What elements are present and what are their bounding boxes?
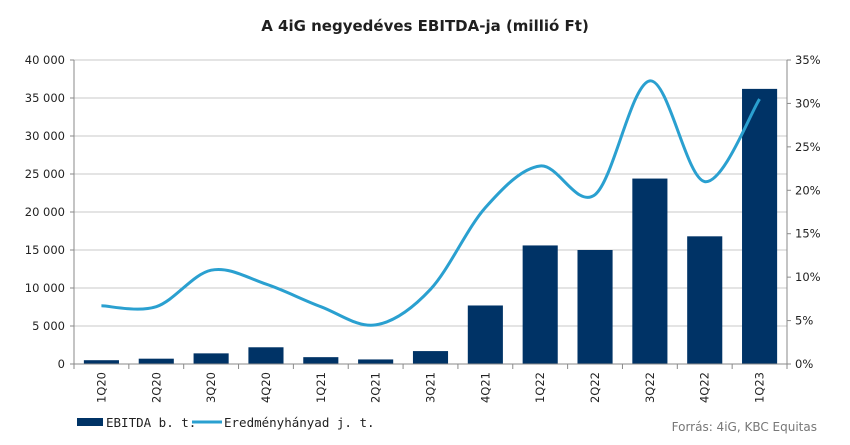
x-tick-label: 2Q22 [588,372,602,403]
x-tick-labels: 1Q20 2Q20 3Q20 4Q20 1Q21 2Q21 3Q21 4Q21 1Q22 2Q22… [94,372,766,403]
y-left-tick-label: 0 [58,357,65,371]
bar [467,305,503,364]
x-tick-label: 1Q23 [753,372,767,403]
y-left-tick-label: 15 000 [25,243,65,257]
legend: EBITDA b. t. Eredményhányad j. t. [77,415,375,430]
y-right-tick-label: 15% [795,227,821,241]
y-right-tick-label: 25% [795,140,821,154]
line-path [101,79,761,327]
bar [412,351,449,364]
bar [687,236,723,364]
legend-label-ebitda: EBITDA b. t. [106,415,196,430]
x-tick-label: 2Q21 [369,372,383,403]
y-left-tick-label: 25 000 [25,167,65,181]
x-tick-label: 4Q20 [259,372,273,403]
x-tick-label: 4Q21 [478,372,492,403]
x-tick-label: 2Q20 [149,372,163,403]
x-tick-label: 3Q20 [204,372,218,403]
x-tick-label: 3Q22 [643,372,657,403]
bar [522,245,558,364]
y-left-tick-labels: 0 5 000 10 000 15 000 20 000 25 000 30 000 35 0… [25,53,65,371]
y-left-tick-label: 30 000 [25,129,65,143]
y-right-tick-label: 35% [795,53,821,67]
y-right-tick-label: 5% [795,314,813,328]
bar [193,353,229,364]
y-left-tick-label: 5 000 [32,319,65,333]
gridlines [74,59,787,327]
bar [358,359,394,364]
legend-bar-swatch [77,418,103,426]
y-right-tick-label: 10% [795,270,821,284]
y-left-tick-label: 10 000 [25,281,65,295]
bar [83,360,119,364]
bar [303,357,339,364]
axes [70,59,791,369]
x-tick-label: 1Q21 [314,372,328,403]
y-right-tick-label: 20% [795,183,821,197]
x-tick-label: 1Q22 [533,372,547,403]
y-left-tick-label: 20 000 [25,205,65,219]
legend-label-margin: Eredményhányad j. t. [224,415,375,430]
chart-title: A 4iG negyedéves EBITDA-ja (millió Ft) [261,17,589,35]
bar [632,178,668,364]
bar [138,358,174,364]
bar [742,88,778,364]
y-left-tick-label: 35 000 [25,91,65,105]
bar [248,347,284,364]
x-tick-label: 4Q22 [698,372,712,403]
x-tick-label: 3Q21 [424,372,438,403]
x-tick-label: 1Q20 [94,372,108,403]
y-right-tick-label: 30% [795,96,821,110]
bar-series [83,88,778,364]
line-series [101,79,761,327]
y-left-tick-label: 40 000 [25,53,65,67]
source-note: Forrás: 4iG, KBC Equitas [672,420,817,434]
y-right-tick-label: 0% [795,357,813,371]
bar [577,250,613,364]
y-right-tick-labels: 0% 5% 10% 15% 20% 25% 30% 35% [795,53,821,371]
